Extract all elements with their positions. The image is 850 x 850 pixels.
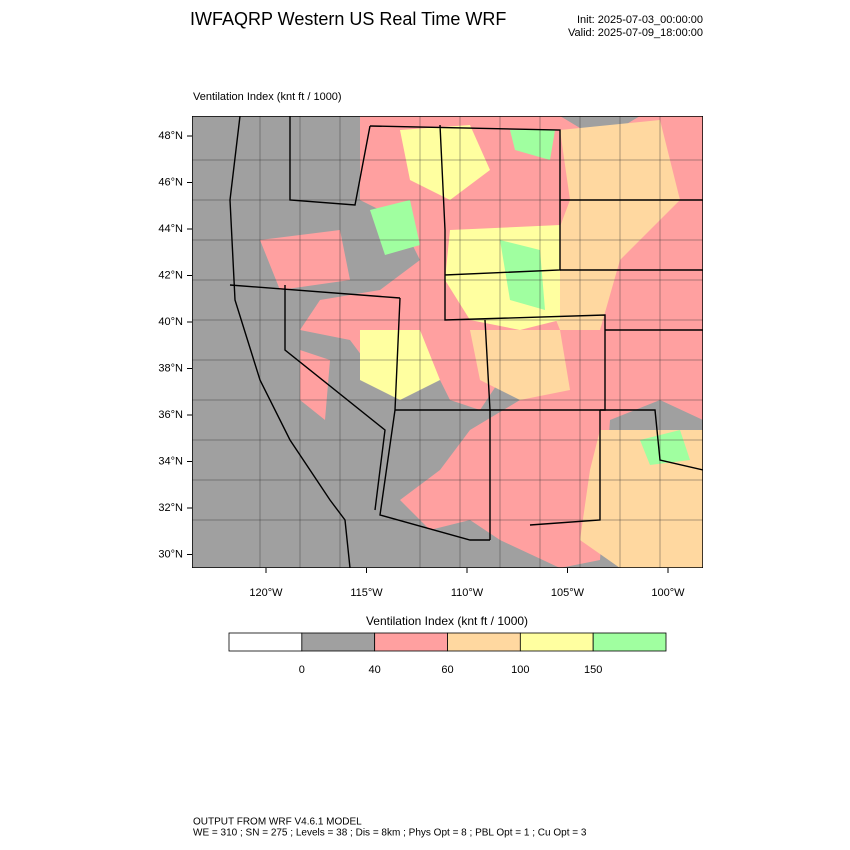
colorbar-level: 40 — [369, 664, 381, 676]
lon-label: 100°W — [651, 587, 685, 599]
lon-label: 105°W — [551, 587, 585, 599]
lat-label: 30°N — [158, 548, 183, 560]
lat-label: 38°N — [158, 362, 183, 374]
colorbar-box — [519, 632, 594, 652]
map — [192, 116, 703, 568]
lat-label: 42°N — [158, 269, 183, 281]
lon-label: 120°W — [249, 587, 283, 599]
colorbar-box — [374, 632, 448, 652]
lat-label: 48°N — [158, 130, 183, 142]
colorbar-box — [592, 632, 667, 652]
lat-label: 44°N — [158, 223, 183, 235]
colorbar-box — [228, 632, 303, 652]
colorbar-level: 150 — [584, 664, 602, 676]
colorbar-title: Ventilation Index (knt ft / 1000) — [366, 614, 528, 628]
colorbar-level: 60 — [441, 664, 453, 676]
colorbar-box — [301, 632, 376, 652]
init-time: Init: 2025-07-03_00:00:00 — [577, 14, 703, 26]
title: IWFAQRP Western US Real Time WRF — [190, 9, 506, 29]
colorbar-box — [447, 632, 521, 652]
lat-label: 32°N — [158, 502, 183, 514]
lon-label: 115°W — [350, 587, 383, 599]
lon-label: 110°W — [451, 587, 484, 599]
lat-label: 34°N — [158, 455, 183, 467]
footer-line: OUTPUT FROM WRF V4.6.1 MODEL — [193, 817, 362, 828]
lat-label: 36°N — [158, 409, 183, 421]
lat-label: 46°N — [158, 176, 183, 188]
colorbar-level: 0 — [299, 664, 305, 676]
lat-label: 40°N — [158, 316, 183, 328]
plot-label: Ventilation Index (knt ft / 1000) — [193, 91, 342, 103]
valid-time: Valid: 2025-07-09_18:00:00 — [568, 27, 703, 39]
colorbar-level: 100 — [511, 664, 529, 676]
footer-line: WE = 310 ; SN = 275 ; Levels = 38 ; Dis … — [193, 828, 587, 839]
